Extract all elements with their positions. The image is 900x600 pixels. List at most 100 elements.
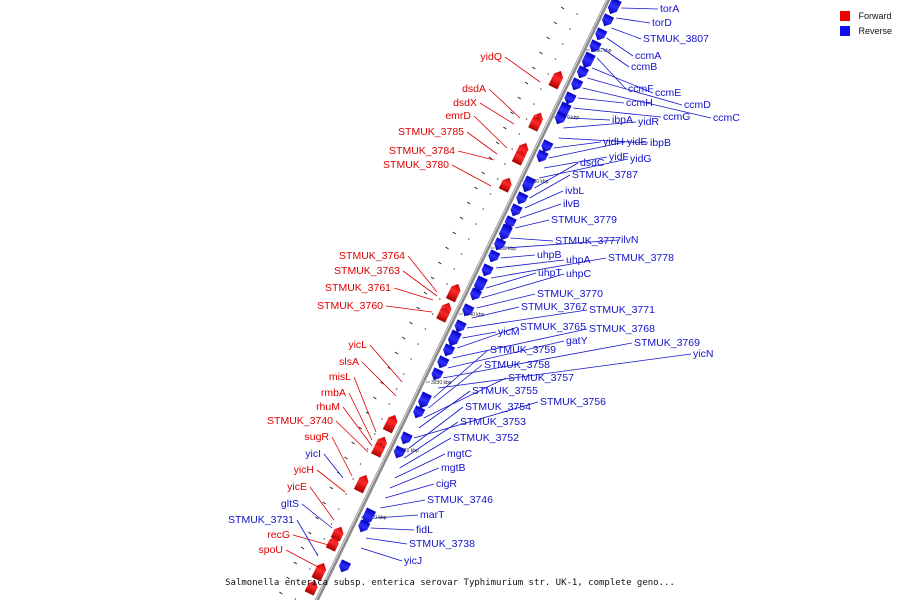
tick-dot	[504, 163, 506, 165]
reverse-gene	[576, 65, 590, 79]
forward-gene-label: dsdX	[453, 97, 515, 125]
tick-mark	[474, 186, 478, 190]
tick-mark	[546, 36, 550, 40]
reverse-gene-label: mgtB	[389, 462, 466, 489]
svg-text:mgtB: mgtB	[441, 462, 466, 474]
reverse-gene	[437, 355, 450, 369]
forward-gene-label: yidQ	[480, 51, 541, 83]
svg-text:torA: torA	[660, 3, 679, 15]
svg-text:STMUK_3771: STMUK_3771	[589, 304, 655, 316]
svg-text:STMUK_3759: STMUK_3759	[490, 344, 556, 356]
tick-mark	[488, 156, 493, 160]
reverse-gene-label: uhpA	[495, 254, 591, 269]
svg-text:STMUK_3752: STMUK_3752	[453, 432, 519, 444]
backbone-highlight	[315, 0, 608, 600]
tick-dot	[511, 148, 513, 150]
reverse-gene-label: STMUK_3758	[428, 359, 550, 409]
svg-text:recG: recG	[267, 529, 290, 541]
svg-text:uhpA: uhpA	[566, 254, 591, 266]
reverse-gene-label: ccmE	[592, 67, 681, 99]
svg-text:yicH: yicH	[294, 464, 314, 476]
reverse-gene	[413, 405, 426, 419]
tick-mark	[322, 501, 326, 505]
reverse-gene-label: yidG	[539, 153, 652, 179]
forward-gene	[436, 307, 450, 323]
svg-text:uhpT: uhpT	[538, 267, 563, 279]
tick-mark	[409, 321, 413, 325]
svg-text:STMUK_3761: STMUK_3761	[325, 282, 391, 294]
reverse-gene-label: yidH	[553, 136, 624, 149]
svg-text:ccmD: ccmD	[684, 99, 711, 111]
tick-mark	[445, 246, 449, 250]
svg-text:slsA: slsA	[339, 356, 359, 368]
reverse-gene-label: STMUK_3787	[529, 169, 638, 199]
forward-gene	[511, 150, 525, 166]
map-caption: Salmonella enterica subsp. enterica sero…	[225, 578, 675, 588]
tick-mark	[286, 576, 290, 580]
feature-layer	[304, 0, 622, 596]
reverse-gene	[581, 51, 596, 69]
forward-gene-label: dsdA	[462, 83, 521, 119]
forward-gene	[382, 415, 398, 434]
tick-dot	[366, 448, 369, 450]
reverse-gene-label: mgtC	[394, 448, 473, 479]
tick-mark	[517, 96, 522, 100]
reverse-gene	[431, 367, 444, 381]
reverse-gene-label: yicM	[462, 326, 520, 339]
svg-text:rmbA: rmbA	[321, 387, 346, 399]
tick-dot	[359, 463, 362, 465]
tick-mark	[531, 66, 536, 70]
legend: Forward Reverse	[840, 8, 892, 38]
reverse-gene-label: STMUK_3768	[452, 323, 655, 359]
tick-dot	[446, 283, 448, 285]
tick-dot	[309, 568, 311, 570]
reverse-gene-label: STMUK_3807	[611, 27, 709, 45]
reverse-gene-label: STMUK_3756	[413, 396, 606, 439]
svg-text:dsdC: dsdC	[580, 157, 605, 169]
svg-text:rhuM: rhuM	[316, 401, 340, 413]
reverse-gene	[595, 27, 608, 41]
tick-dot	[294, 598, 297, 600]
svg-text:yicJ: yicJ	[404, 555, 422, 567]
reverse-gene-label: STMUK_3767	[471, 301, 587, 319]
tick-mark	[423, 291, 428, 295]
reverse-gene-label: dsdC	[534, 157, 605, 189]
tick-mark	[344, 456, 348, 460]
forward-gene-label: rmbA	[321, 387, 373, 441]
reverse-gene-label: torA	[621, 3, 679, 15]
reverse-gene	[589, 39, 602, 53]
tick-dot	[561, 43, 564, 45]
tick-dot	[525, 118, 528, 120]
tick-dot	[402, 373, 405, 375]
reverse-gene	[339, 559, 352, 573]
tick-dot	[374, 433, 376, 435]
tick-dot	[489, 193, 492, 195]
tick-dot	[352, 478, 354, 480]
tick-mark	[307, 531, 312, 535]
legend-forward: Forward	[840, 8, 892, 23]
svg-text:emrD: emrD	[445, 110, 471, 122]
forward-gene-label: STMUK_3784	[389, 145, 495, 161]
forward-gene	[325, 536, 339, 552]
reverse-gene-label: STMUK_3765	[457, 321, 586, 349]
reverse-gene-label: ccmH	[577, 97, 653, 109]
reverse-gene-label: STMUK_3777	[510, 235, 621, 247]
svg-text:ilvN: ilvN	[621, 234, 639, 246]
svg-text:sugR: sugR	[304, 431, 329, 443]
forward-gene-label: misL	[329, 371, 377, 433]
reverse-gene-label: STMUK_3771	[466, 304, 655, 329]
tick-mark	[539, 51, 543, 55]
tick-mark	[452, 231, 457, 235]
reverse-gene-label: ibpB	[558, 137, 671, 149]
tick-dot	[532, 103, 535, 105]
forward-gene-label: STMUK_3763	[334, 265, 438, 297]
svg-text:STMUK_3757: STMUK_3757	[508, 372, 574, 384]
tick-dot	[323, 538, 326, 540]
forward-gene-label: STMUK_3785	[398, 126, 498, 155]
forward-gene-label: spoU	[258, 544, 321, 569]
tick-mark	[394, 351, 399, 355]
forward-gene-label: STMUK_3760	[317, 300, 433, 313]
reverse-gene	[470, 287, 483, 301]
tick-dot	[496, 178, 499, 180]
